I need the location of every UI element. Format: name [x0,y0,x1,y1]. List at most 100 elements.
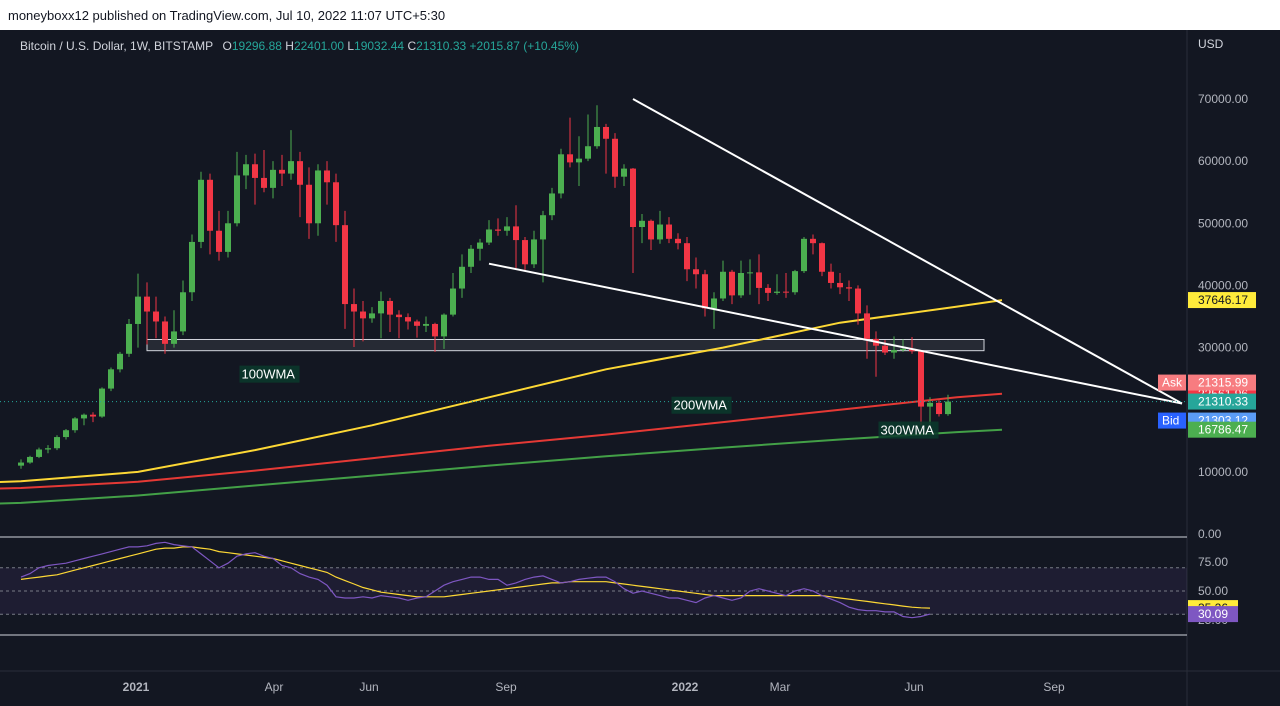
candle-body [99,388,105,417]
candle-body [387,300,393,315]
candle-body [207,179,213,231]
wma100-line [0,299,1003,483]
price-badge [1188,421,1256,438]
candle-body [117,353,123,370]
price-badge-value: 37646.17 [1198,293,1248,307]
candle-body [576,158,582,163]
candle-body [189,241,195,293]
candle-body [36,449,42,457]
candle-body [693,269,699,275]
candle-body [81,414,87,419]
candle-body [414,321,420,326]
candle-body [180,292,186,332]
price-badge-value: 21310.33 [1198,395,1248,409]
wma-annotation: 100WMA [242,367,296,382]
candle-body [684,243,690,270]
candle-body [531,239,537,265]
candle-body [351,304,357,312]
price-tick-label: 0.00 [1198,527,1222,541]
candle-body [495,229,501,231]
price-badge-tag [1158,412,1186,429]
candle-body [810,238,816,244]
candle-body [900,348,906,351]
candle-body [549,193,555,216]
candle-body [477,242,483,249]
candle-body [540,215,546,240]
candle-body [792,271,798,293]
publish-bar: moneyboxx12 published on TradingView.com… [0,0,1280,30]
candle-body [702,274,708,309]
support-zone [146,338,985,352]
ohlc-legend: Bitcoin / U.S. Dollar, 1W, BITSTAMP O192… [20,39,579,53]
candle-body [378,300,384,314]
wma200-line [0,392,1003,490]
candle-body [909,348,915,352]
low-value: 19032.44 [354,39,405,53]
candle-body [54,437,60,449]
price-tick-label: 70000.00 [1198,92,1248,106]
high-value: 22401.00 [293,39,344,53]
candle-body [261,177,267,188]
candle-body [729,271,735,296]
candle-body [405,317,411,322]
low-label: L [347,39,355,53]
candle-body [279,169,285,174]
candle-body [135,296,141,324]
candle-body [666,224,672,239]
candle-body [891,350,897,353]
wma-annotation-bg [671,396,732,414]
candle-body [513,226,519,241]
price-badge-value: 21315.99 [1198,376,1248,390]
candle-body [243,164,249,176]
time-axis-label: 2022 [672,680,699,694]
price-badge-tag [1158,374,1186,391]
time-axis-label: Sep [1043,680,1065,694]
candle-body [594,126,600,147]
candle-body [162,321,168,344]
candle-body [918,351,924,407]
candle-body [144,296,150,312]
candle-body [747,272,753,274]
candle-body [927,402,933,407]
candle-body [27,456,33,463]
candle-body [369,313,375,319]
rsi-ma-line [20,546,931,609]
candle-body [108,369,114,389]
symbol-name: Bitcoin / U.S. Dollar, 1W, BITSTAMP [20,39,214,53]
rsi-line [20,541,931,619]
price-badge-tag-label: Ask [1162,376,1183,390]
candle-body [225,223,231,252]
chart-canvas[interactable]: USD 70000.00 60000.00 50000.00 40000.00 30000… [0,30,1280,706]
time-axis-label: Sep [495,680,517,694]
rsi-tick-label: 75.00 [1198,555,1228,569]
close-value: 21310.33 [416,39,467,53]
candle-body [45,448,51,450]
candle-body [126,323,132,354]
candle-body [342,225,348,305]
candle-body [648,220,654,240]
wma-annotation: 200WMA [674,398,728,413]
price-badge [1188,292,1256,309]
chart-background [0,30,1280,706]
candle-body [441,314,447,337]
candle-body [738,273,744,296]
candle-body [504,226,510,231]
rsi-badge [1188,606,1238,623]
candle-body [522,240,528,265]
open-value: 19296.88 [231,39,282,53]
candle-body [423,323,429,326]
wma-annotation-bg [239,365,300,383]
candle-body [936,402,942,415]
rsi-tick-label: 50.00 [1198,584,1228,598]
candle-body [675,238,681,244]
candle-body [864,313,870,339]
candle-body [288,161,294,174]
price-tick-label: 60000.00 [1198,154,1248,168]
candle-body [828,271,834,283]
price-tick-label: 10000.00 [1198,465,1248,479]
candle-body [558,154,564,194]
candle-body [270,169,276,188]
candle-body [774,291,780,293]
candle-body [621,168,627,177]
